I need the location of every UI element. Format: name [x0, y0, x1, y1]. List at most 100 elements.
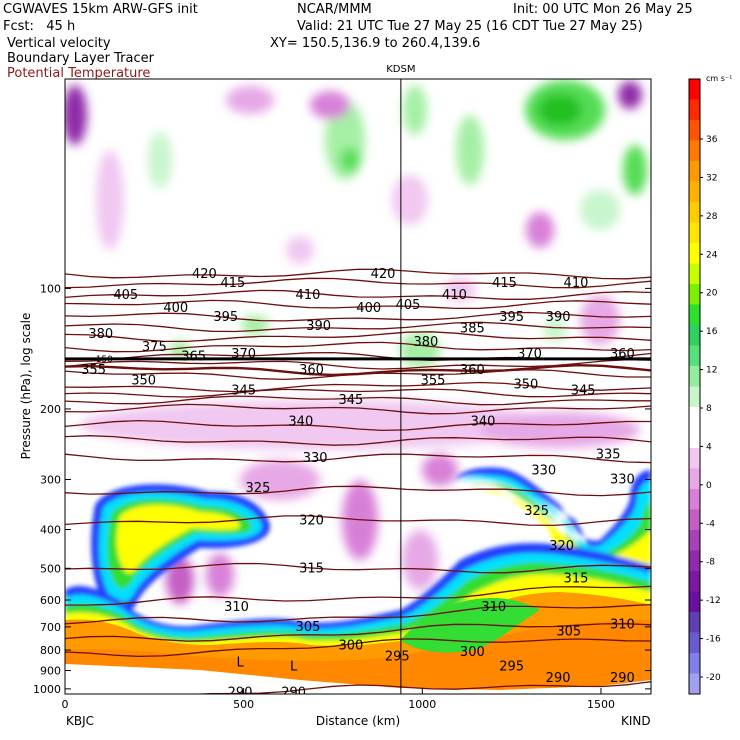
updraft-patch	[148, 132, 172, 188]
theta-contour-405	[65, 299, 651, 310]
y-axis-label: Pressure (hPa), log scale	[19, 313, 33, 460]
colorbar-swatch	[689, 284, 700, 305]
colorbar-label: 16	[706, 327, 718, 337]
theta-contour-400	[65, 311, 651, 322]
contour-label-400: 400	[163, 301, 188, 316]
colorbar-label: 8	[706, 404, 712, 414]
contour-label-305: 305	[296, 620, 321, 635]
updraft-patch	[241, 315, 269, 335]
updraft-patch	[580, 190, 620, 230]
downdraft-patch	[206, 553, 234, 597]
colorbar-swatch	[689, 653, 700, 674]
contour-label-295: 295	[385, 649, 410, 664]
theta-contour-365	[65, 369, 651, 381]
colorbar-label: 4	[706, 442, 712, 452]
x-axis: 0 500 1000 1500	[62, 688, 615, 711]
contour-label-355: 355	[421, 374, 446, 389]
colorbar-label: 28	[706, 212, 718, 222]
theta-contour-345	[65, 403, 651, 415]
contour-label-395: 395	[213, 310, 238, 325]
contour-label-345: 345	[571, 384, 596, 399]
theta-contour-300	[65, 623, 651, 642]
updraft-patch	[543, 318, 567, 342]
colorbar-swatch	[689, 79, 700, 100]
contour-label-305: 305	[556, 625, 581, 640]
colorbar-swatch	[689, 427, 700, 449]
theta-contour-395	[65, 321, 651, 333]
colorbar-swatch	[689, 140, 700, 162]
right-endpoint-label: KIND	[621, 714, 651, 728]
y-tick-label: 300	[40, 473, 61, 486]
contour-label-355: 355	[81, 363, 106, 378]
colorbar-swatch	[689, 612, 700, 633]
y-tick-label: 800	[40, 644, 61, 657]
downdraft-patch	[392, 175, 428, 225]
y-tick-label: 200	[40, 403, 61, 416]
y-tick-label: 500	[40, 562, 61, 575]
downdraft-patch	[402, 530, 438, 590]
valid-time: Valid: 21 UTC Tue 27 May 25 (16 CDT Tue …	[297, 19, 643, 34]
contour-label-410: 410	[442, 288, 467, 303]
colorbar-label: 20	[706, 289, 718, 299]
x-axis-label: Distance (km)	[316, 714, 400, 728]
low-marker: L	[290, 660, 298, 675]
updraft-patch	[538, 94, 582, 126]
colorbar-swatch	[689, 325, 700, 346]
contour-label-340: 340	[288, 415, 313, 430]
theta-contour-330	[65, 453, 651, 464]
contour-label-295: 295	[499, 660, 524, 675]
colorbar-unit: cm s⁻¹	[706, 74, 732, 83]
contour-label-405: 405	[396, 298, 421, 313]
colorbar-label: -16	[706, 635, 721, 645]
colorbar-label: 12	[706, 366, 717, 376]
theta-contour-350	[65, 395, 651, 406]
contour-label-345: 345	[338, 393, 363, 408]
colorbar: 36 32 28 24 20 16 12 8 4 0 -4 -8 -12 -16 -20	[688, 78, 721, 695]
contour-label-300: 300	[460, 645, 485, 660]
downdraft-patch	[65, 85, 87, 145]
plot-area: 150 420 420 415 415 410 410 410 405 405 400 400 395…	[65, 79, 651, 700]
y-tick-label: 1000	[33, 683, 61, 696]
field-boundary-layer-tracer: Boundary Layer Tracer	[7, 51, 154, 66]
contour-label-290: 290	[281, 685, 306, 700]
theta-contour-360	[65, 381, 651, 393]
colorbar-label: 36	[706, 135, 718, 145]
colorbar-swatch	[689, 407, 700, 428]
org-title: NCAR/MMM	[297, 2, 372, 17]
downdraft-patch	[226, 86, 274, 114]
downdraft-patch	[526, 212, 554, 248]
colorbar-label: 24	[706, 250, 718, 260]
colorbar-swatch	[689, 304, 700, 326]
contour-label-325: 325	[524, 504, 549, 519]
low-marker: L	[236, 656, 244, 671]
downdraft-patch	[422, 454, 458, 486]
theta-contour-415	[65, 277, 651, 289]
contour-label-330: 330	[303, 451, 328, 466]
y-tick-label: 900	[40, 665, 61, 678]
contour-label-370: 370	[517, 347, 542, 362]
contour-label-360: 360	[610, 347, 635, 362]
contour-label-390: 390	[546, 310, 571, 325]
contour-label-360: 360	[299, 363, 324, 378]
contour-label-415: 415	[221, 276, 246, 291]
contour-label-410: 410	[564, 276, 589, 291]
theta-contours: 150	[65, 268, 651, 694]
contour-label-370: 370	[231, 347, 256, 362]
contour-label-405: 405	[113, 288, 138, 303]
theta-contour-295	[65, 638, 651, 658]
field-vertical-velocity: Vertical velocity	[7, 36, 111, 51]
colorbar-swatch	[689, 632, 700, 654]
y-axis: 100 200 300 400 500 600 700 800 900 1000	[33, 282, 651, 696]
contour-label-415: 415	[492, 276, 517, 291]
cross-section-endpoints: XY= 150.5,136.9 to 260.4,139.6	[270, 36, 481, 51]
contour-label-290: 290	[228, 685, 253, 700]
colorbar-swatch	[689, 571, 700, 592]
forecast-hour: Fcst: 45 h	[3, 19, 76, 34]
contour-label-310: 310	[224, 600, 249, 615]
contour-label-410: 410	[296, 288, 321, 303]
updraft-patch	[340, 148, 360, 172]
contour-label-315: 315	[299, 561, 324, 576]
contour-label-330: 330	[610, 472, 635, 487]
